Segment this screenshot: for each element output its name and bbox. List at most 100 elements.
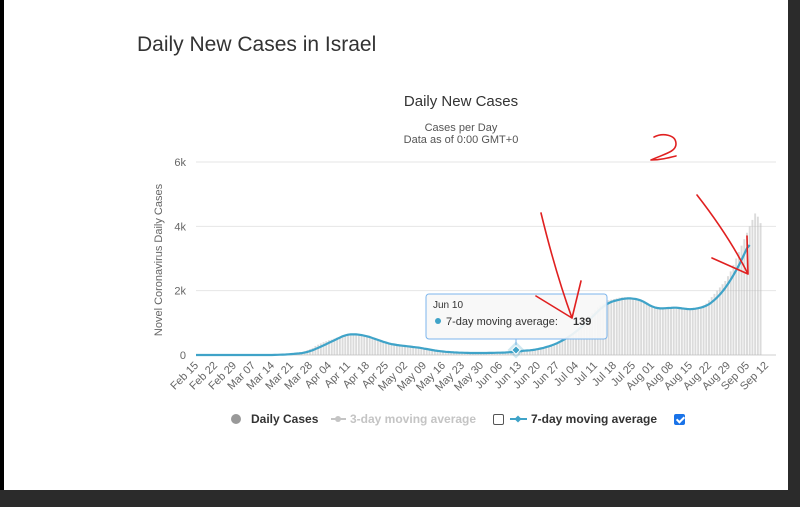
seven-day-average-path: [196, 244, 751, 357]
daily-cases-bar: [637, 299, 640, 355]
daily-cases-bar: [463, 353, 466, 355]
daily-cases-bar: [466, 353, 469, 355]
hover-marker: [507, 341, 525, 359]
daily-cases-bar: [553, 345, 556, 355]
daily-cases-bar: [697, 307, 700, 355]
legend-label-daily-cases: Daily Cases: [251, 412, 319, 426]
daily-cases-bar: [349, 334, 352, 355]
legend-item-daily-cases[interactable]: Daily Cases: [229, 412, 318, 426]
daily-cases-bar: [672, 306, 675, 355]
daily-cases-bar: [409, 346, 412, 355]
daily-cases-bar: [689, 309, 691, 355]
daily-cases-bar: [724, 281, 727, 355]
daily-cases-bar: [444, 352, 447, 355]
y-tick-label: 0: [180, 350, 186, 362]
daily-cases-bar: [319, 343, 322, 355]
daily-cases-bar: [621, 297, 624, 355]
daily-cases-bar: [412, 346, 415, 355]
y-tick-label: 4k: [174, 221, 186, 233]
daily-cases-bar: [534, 350, 537, 355]
daily-cases-bar: [458, 353, 461, 355]
daily-cases-bar: [311, 347, 314, 355]
daily-cases-bar: [398, 345, 401, 355]
daily-cases-bar: [729, 271, 732, 355]
window-left-border: [0, 0, 4, 490]
daily-cases-bar: [382, 342, 385, 355]
daily-cases-bar: [328, 340, 330, 355]
daily-cases-bar: [523, 351, 526, 355]
daily-cases-bar: [539, 349, 542, 355]
tooltip-date: Jun 10: [433, 300, 463, 311]
daily-cases-bar: [694, 308, 697, 355]
daily-cases-bar: [314, 345, 317, 355]
annotation-arrow-right: [696, 194, 749, 275]
legend-item-7-day-average[interactable]: 7-day moving average: [509, 412, 657, 426]
daily-cases-bar: [428, 349, 431, 355]
daily-cases-bar: [357, 335, 360, 355]
legend-label-7-day-average: 7-day moving average: [531, 412, 658, 426]
checkbox-7-day-average[interactable]: [674, 414, 685, 425]
daily-cases-bar: [686, 309, 689, 355]
annotation-question-mark: [650, 134, 677, 161]
daily-cases-bar: [480, 353, 482, 355]
daily-cases-bar: [401, 345, 404, 355]
daily-cases-bar: [642, 301, 645, 355]
daily-cases-bar: [740, 245, 743, 355]
daily-cases-bar: [607, 300, 610, 355]
daily-cases-bar: [496, 353, 499, 355]
daily-cases-bar: [732, 264, 735, 355]
daily-cases-bar: [580, 324, 583, 355]
daily-cases-bar: [547, 347, 550, 355]
daily-cases-bar: [675, 307, 678, 355]
window-right-border: [788, 0, 800, 507]
daily-cases-bar: [395, 345, 398, 355]
daily-cases-bar: [575, 330, 577, 355]
daily-cases-bar: [414, 347, 417, 355]
daily-cases-bar: [512, 352, 515, 355]
y-axis-label: Novel Coronavirus Daily Cases: [153, 183, 165, 336]
annotation-arrow-left: [535, 212, 582, 319]
daily-cases-bar: [721, 284, 724, 355]
daily-cases-bar: [417, 347, 420, 355]
daily-cases-bar: [735, 258, 738, 355]
red-annotations: [535, 134, 749, 319]
line-dot-marker-icon: [331, 416, 346, 422]
daily-cases-bar: [504, 353, 507, 355]
daily-cases-bar: [710, 297, 713, 355]
daily-cases-bar: [577, 327, 580, 355]
tooltip: Jun 10 7-day moving average: 139: [425, 293, 608, 350]
daily-cases-bar: [368, 337, 371, 355]
daily-cases-bar: [433, 351, 436, 355]
checkbox-3-day-average[interactable]: [493, 414, 504, 425]
daily-cases-bar: [656, 308, 659, 355]
daily-cases-bar: [615, 298, 618, 355]
daily-cases-bar: [431, 350, 434, 355]
daily-cases-bar: [469, 353, 472, 355]
daily-cases-bar: [390, 344, 393, 355]
daily-cases-bar: [751, 219, 754, 355]
daily-cases-bar: [471, 353, 474, 355]
daily-cases-bar: [333, 338, 336, 355]
daily-cases-bar: [507, 353, 510, 355]
daily-cases-bar: [360, 335, 363, 355]
daily-cases-bar: [501, 353, 504, 355]
line-diamond-marker-icon: [510, 415, 527, 423]
seven-day-average-line: [196, 244, 751, 357]
daily-cases-bar: [485, 353, 488, 355]
daily-cases-bar: [708, 300, 710, 355]
daily-cases-bar: [713, 293, 716, 355]
legend-item-3-day-average[interactable]: 3-day moving average: [330, 412, 476, 426]
window-bottom-border: [0, 490, 800, 507]
page-title: Daily New Cases in Israel: [137, 33, 377, 56]
daily-cases-bar: [561, 341, 564, 355]
daily-cases-bar: [542, 348, 545, 355]
daily-cases-bar: [626, 297, 629, 355]
daily-cases-bar: [518, 352, 520, 355]
daily-cases-bar: [325, 341, 328, 355]
y-tick-label: 6k: [174, 157, 186, 169]
legend-label-3-day-average: 3-day moving average: [350, 412, 477, 426]
daily-cases-bar: [436, 351, 439, 355]
daily-cases-bar: [629, 297, 632, 355]
y-tick-label: 2k: [174, 286, 186, 298]
